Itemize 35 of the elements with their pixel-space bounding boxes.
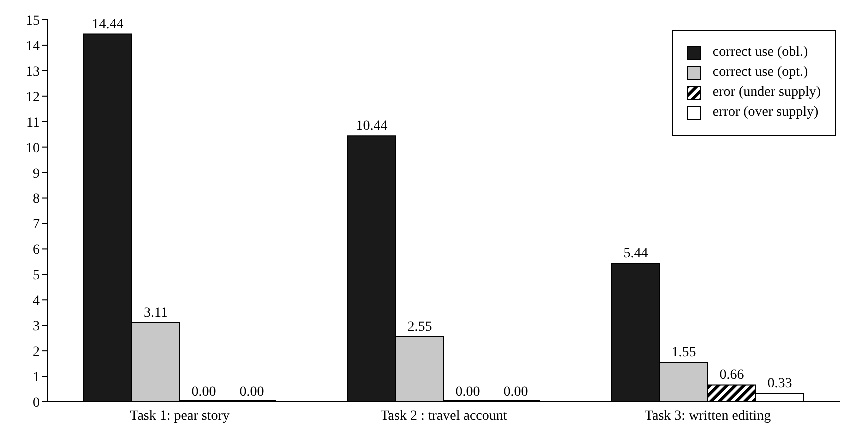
x-tick-label: Task 2 : travel account [380, 408, 508, 424]
data-label: 1.55 [672, 346, 696, 361]
y-tick-label: 8 [33, 192, 40, 208]
x-tick-label: Task 3: written editing [644, 408, 772, 424]
data-label: 5.44 [624, 246, 648, 262]
legend-label: eror (under supply) [712, 85, 821, 101]
y-tick-label: 6 [33, 243, 40, 258]
data-label: 0.00 [504, 385, 528, 400]
x-tick-label: Task 1: pear story [130, 408, 230, 424]
y-tick-label: 12 [26, 90, 40, 106]
y-tick-label: 5 [33, 268, 40, 284]
data-label: 2.55 [408, 320, 432, 336]
data-label: 0.00 [240, 385, 264, 400]
data-label: 0.33 [768, 376, 792, 392]
data-label: 0.00 [456, 385, 480, 400]
y-tick-label: 3 [33, 320, 40, 335]
y-tick-label: 9 [33, 166, 40, 182]
data-label: 3.11 [144, 306, 168, 321]
legend-label: correct use (obl.) [712, 45, 808, 61]
legend-label: error (over supply) [712, 105, 819, 121]
y-tick-label: 1 [33, 370, 40, 386]
legend-label: correct use (opt.) [712, 65, 808, 81]
y-tick-label: 7 [33, 218, 40, 233]
y-tick-label: 2 [33, 345, 40, 360]
y-tick-label: 13 [26, 64, 40, 80]
data-label: 10.44 [356, 119, 388, 134]
data-label: 0.66 [720, 368, 744, 384]
y-tick-label: 14 [26, 39, 40, 54]
y-tick-label: 15 [26, 14, 40, 29]
y-tick-label: 10 [26, 141, 40, 156]
y-tick-label: 4 [33, 294, 40, 310]
data-label: 14.44 [92, 17, 124, 32]
y-tick-label: 0 [33, 396, 40, 411]
y-tick-label: 11 [26, 116, 40, 131]
data-label: 0.00 [192, 385, 216, 400]
